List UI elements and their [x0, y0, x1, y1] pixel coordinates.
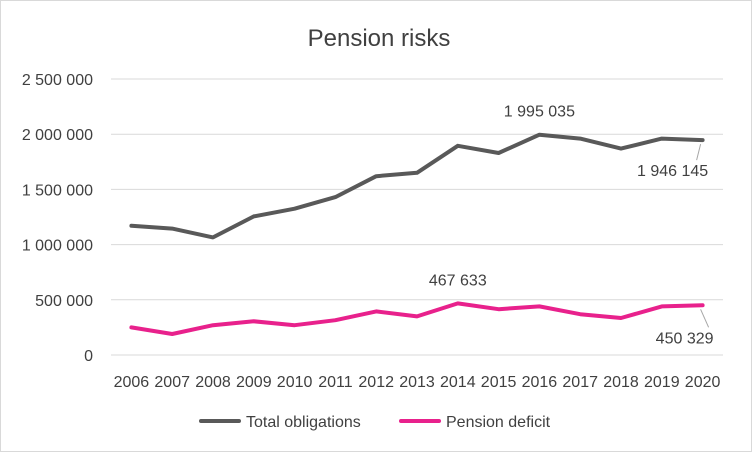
x-axis-tick-labels: 2006 2007 2008 2009 2010 2011 2012 2013 2014 2015…	[114, 374, 721, 391]
y-tick-label: 1 500 000	[22, 182, 93, 199]
x-tick-label: 2015	[481, 374, 517, 391]
x-tick-label: 2010	[277, 374, 313, 391]
data-label: 1 995 035	[504, 104, 575, 121]
data-label: 1 946 145	[637, 163, 708, 180]
x-tick-label: 2012	[358, 374, 394, 391]
x-tick-label: 2007	[154, 374, 190, 391]
x-tick-label: 2018	[603, 374, 639, 391]
data-label-leader	[700, 309, 710, 328]
data-label: 450 329	[656, 330, 714, 347]
y-tick-label: 2 500 000	[22, 72, 93, 89]
chart-title: Pension risks	[308, 25, 451, 52]
series-line-pension-deficit	[129, 301, 705, 336]
series-line-total-obligations	[129, 132, 705, 240]
x-tick-label: 2019	[644, 374, 680, 391]
x-tick-label: 2006	[114, 374, 150, 391]
x-tick-label: 2016	[522, 374, 558, 391]
x-tick-label: 2013	[399, 374, 435, 391]
y-tick-label: 500 000	[35, 293, 93, 310]
legend: Total obligations Pension deficit	[199, 414, 551, 431]
data-label: 467 633	[429, 272, 487, 289]
data-labels: 1 995 035 1 946 145 467 633 450 329	[429, 104, 714, 348]
legend-label: Total obligations	[246, 414, 361, 431]
y-tick-label: 2 000 000	[22, 127, 93, 144]
x-tick-label: 2009	[236, 374, 272, 391]
x-tick-label: 2011	[318, 374, 353, 391]
gridlines	[111, 78, 723, 356]
x-tick-label: 2017	[562, 374, 598, 391]
legend-label: Pension deficit	[446, 414, 551, 431]
y-axis-tick-labels: 0 500 000 1 000 000 1 500 000 2 000 000 2 500…	[22, 72, 93, 365]
y-tick-label: 1 000 000	[22, 238, 93, 255]
series-lines	[129, 132, 705, 336]
y-tick-label: 0	[84, 348, 93, 365]
x-tick-label: 2020	[685, 374, 721, 391]
data-label-leader	[696, 144, 702, 161]
x-tick-label: 2008	[195, 374, 231, 391]
x-tick-label: 2014	[440, 374, 476, 391]
